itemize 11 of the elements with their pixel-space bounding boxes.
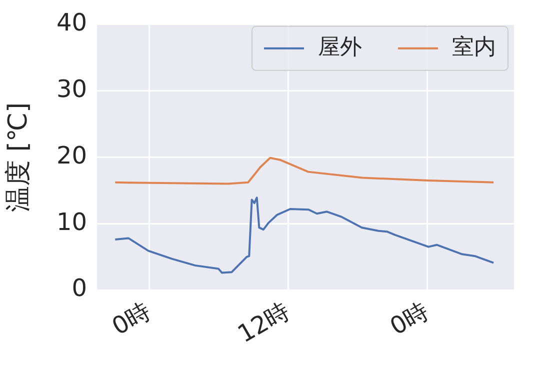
legend-label: 室内 [452,35,496,60]
y-tick-label: 0 [72,274,87,302]
x-tick-label: 0時 [107,296,156,341]
x-tick-label: 0時 [385,296,434,341]
y-tick-label: 30 [56,75,87,104]
y-tick-label: 10 [56,208,87,236]
y-axis-title: 温度 [℃] [3,102,34,212]
y-tick-label: 20 [56,141,87,170]
y-tick-label: 40 [56,8,87,37]
x-tick-label: 12時 [233,296,294,348]
legend-label: 屋外 [318,35,362,60]
